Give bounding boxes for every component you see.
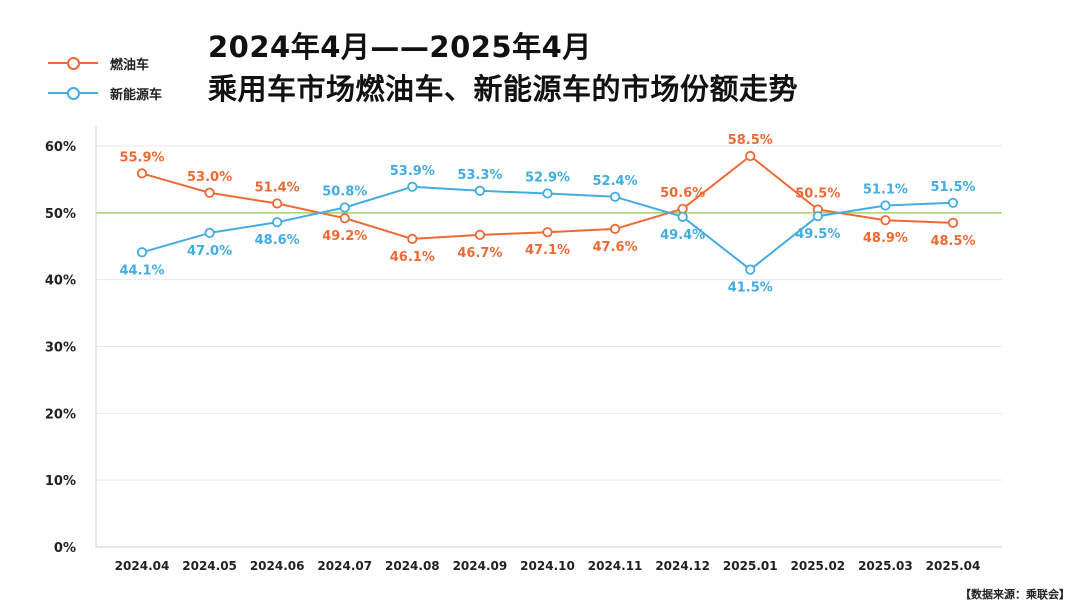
data-label-ice-2024.07: 49.2% xyxy=(322,229,367,244)
data-point-nev-2024.11 xyxy=(609,191,621,202)
data-point-ice-2024.11 xyxy=(609,223,621,234)
data-label-nev-2024.05: 47.0% xyxy=(187,244,232,259)
y-tick-label-0: 0% xyxy=(54,541,76,556)
data-point-ice-2024.06 xyxy=(272,198,283,209)
data-point-ice-2024.05 xyxy=(204,187,215,198)
x-tick-label-2024.08: 2024.08 xyxy=(385,559,440,573)
legend: 燃油车 新能源车 xyxy=(48,48,198,108)
data-label-nev-2024.07: 50.8% xyxy=(322,184,367,199)
x-tick-label-2025.04: 2025.04 xyxy=(926,559,981,573)
x-tick-label-2024.11: 2024.11 xyxy=(588,559,643,573)
data-label-ice-2025.01: 58.5% xyxy=(728,133,773,148)
chart-title: 2024年4月——2025年4月 乘用车市场燃油车、新能源车的市场份额走势 xyxy=(208,26,798,110)
x-tick-label-2024.04: 2024.04 xyxy=(115,559,170,573)
legend-label-nev: 新能源车 xyxy=(110,87,163,103)
data-point-nev-2024.06 xyxy=(272,217,283,228)
data-label-nev-2024.08: 53.9% xyxy=(390,164,435,179)
data-point-nev-2024.10 xyxy=(542,188,553,199)
x-tick-label-2024.09: 2024.09 xyxy=(453,559,508,573)
source-note: 【数据来源：乘联会】 xyxy=(960,588,1070,601)
y-tick-label-20: 20% xyxy=(45,407,76,422)
data-point-nev-2024.08 xyxy=(407,181,418,192)
data-point-nev-2024.05 xyxy=(204,227,215,238)
data-label-nev-2025.03: 51.1% xyxy=(863,182,908,197)
y-tick-label-30: 30% xyxy=(45,341,76,356)
data-label-ice-2024.04: 55.9% xyxy=(119,150,164,165)
y-tick-label-50: 50% xyxy=(45,207,76,222)
data-label-ice-2024.12: 50.6% xyxy=(660,186,705,201)
data-point-nev-2024.04 xyxy=(136,247,148,258)
data-label-nev-2024.10: 52.9% xyxy=(525,170,570,185)
data-point-ice-2024.04 xyxy=(136,168,148,179)
data-label-nev-2024.06: 48.6% xyxy=(255,233,300,248)
data-point-ice-2024.08 xyxy=(407,233,418,244)
data-label-ice-2025.04: 48.5% xyxy=(930,234,975,249)
data-point-nev-2025.02 xyxy=(812,211,823,222)
data-label-ice-2024.06: 51.4% xyxy=(255,180,300,195)
data-point-ice-2024.10 xyxy=(542,227,553,238)
data-label-nev-2024.12: 49.4% xyxy=(660,228,705,243)
legend-dot-nev xyxy=(67,87,80,100)
legend-dot-ice xyxy=(67,57,80,70)
data-point-ice-2025.03 xyxy=(880,215,891,226)
data-label-nev-2024.04: 44.1% xyxy=(119,263,164,278)
data-label-ice-2025.03: 48.9% xyxy=(863,231,908,246)
data-point-nev-2024.09 xyxy=(474,185,486,196)
legend-item-nev: 新能源车 xyxy=(48,78,198,108)
data-label-nev-2024.09: 53.3% xyxy=(457,168,502,183)
x-tick-label-2024.06: 2024.06 xyxy=(250,559,305,573)
chart-title-line-2: 乘用车市场燃油车、新能源车的市场份额走势 xyxy=(208,72,799,106)
x-tick-label-2024.07: 2024.07 xyxy=(317,559,372,573)
data-label-nev-2024.11: 52.4% xyxy=(593,174,638,189)
x-tick-label-2025.02: 2025.02 xyxy=(791,559,846,573)
data-label-ice-2025.02: 50.5% xyxy=(795,186,840,201)
legend-marker-ice xyxy=(48,57,98,70)
data-point-nev-2024.12 xyxy=(677,211,688,222)
data-point-nev-2025.01 xyxy=(745,264,756,275)
data-point-nev-2025.03 xyxy=(880,200,891,211)
data-label-ice-2024.11: 47.6% xyxy=(593,240,638,255)
data-point-ice-2025.04 xyxy=(947,217,959,228)
y-tick-label-40: 40% xyxy=(45,274,76,289)
data-point-ice-2025.01 xyxy=(745,150,756,162)
x-tick-label-2024.05: 2024.05 xyxy=(182,559,237,573)
data-label-nev-2025.02: 49.5% xyxy=(795,227,840,242)
y-tick-label-10: 10% xyxy=(45,474,76,489)
data-label-nev-2025.04: 51.5% xyxy=(930,180,975,195)
data-label-ice-2024.10: 47.1% xyxy=(525,243,570,258)
y-tick-label-60: 60% xyxy=(45,140,76,155)
legend-item-ice: 燃油车 xyxy=(48,48,198,78)
x-tick-label-2025.03: 2025.03 xyxy=(858,559,913,573)
legend-marker-nev xyxy=(48,87,98,100)
chart-title-line-1: 2024年4月——2025年4月 xyxy=(208,30,592,64)
data-point-nev-2024.07 xyxy=(339,202,350,213)
data-label-ice-2024.09: 46.7% xyxy=(457,246,502,261)
data-label-ice-2024.08: 46.1% xyxy=(390,250,435,265)
data-label-ice-2024.05: 53.0% xyxy=(187,170,232,185)
x-tick-label-2024.12: 2024.12 xyxy=(655,559,710,573)
data-point-ice-2024.09 xyxy=(474,229,486,240)
legend-label-ice: 燃油车 xyxy=(110,57,150,73)
x-tick-label-2024.10: 2024.10 xyxy=(520,559,575,573)
data-point-ice-2024.07 xyxy=(339,213,350,224)
data-label-nev-2025.01: 41.5% xyxy=(728,281,773,296)
x-tick-label-2025.01: 2025.01 xyxy=(723,559,778,573)
data-point-nev-2025.04 xyxy=(947,197,959,208)
